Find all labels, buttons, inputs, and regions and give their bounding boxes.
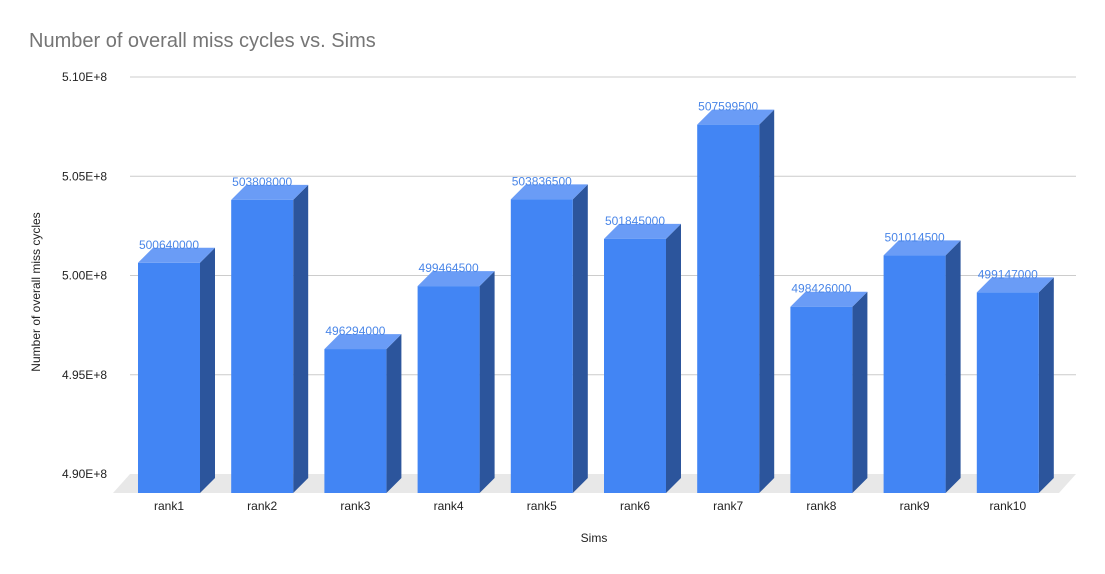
- bar-top: [510, 184, 588, 200]
- bar: [138, 247, 215, 493]
- y-tick-label: 4.90E+8: [62, 467, 107, 481]
- bar-front: [604, 238, 666, 493]
- bar-top: [417, 271, 495, 287]
- bar-side: [200, 247, 215, 493]
- x-tick-label: rank9: [900, 499, 930, 513]
- x-tick-label: rank2: [247, 499, 277, 513]
- data-label: 496294000: [325, 324, 385, 338]
- bar-side: [759, 109, 775, 493]
- data-label: 501014500: [885, 230, 945, 244]
- bar: [510, 184, 588, 494]
- x-axis-ticks: rank1 rank2 rank3 rank4 rank5 rank6 rank7 rank8…: [154, 499, 1026, 513]
- bar: [790, 291, 868, 493]
- data-label: 503836500: [512, 174, 572, 188]
- x-tick-label: rank7: [713, 499, 743, 513]
- bar: [324, 334, 402, 493]
- data-label: 498426000: [791, 282, 851, 296]
- bar-top: [324, 334, 402, 350]
- bar-top: [231, 184, 309, 200]
- bar-front: [883, 255, 946, 493]
- bar-side: [852, 291, 868, 493]
- y-axis-ticks: 4.90E+8 4.95E+8 5.00E+8 5.05E+8 5.10E+8: [62, 70, 107, 481]
- bar-top: [883, 240, 961, 256]
- data-label: 499147000: [978, 267, 1038, 281]
- bar: [604, 223, 681, 493]
- bar-top: [976, 277, 1054, 293]
- y-tick-label: 5.05E+8: [62, 169, 107, 183]
- bar: [883, 240, 961, 493]
- x-tick-label: rank5: [527, 499, 557, 513]
- bar-front: [231, 199, 294, 493]
- bar-top: [138, 247, 215, 263]
- bar-side: [386, 334, 402, 493]
- bar-side: [666, 223, 681, 493]
- bar-top: [604, 223, 681, 239]
- bar: [231, 184, 309, 493]
- y-tick-label: 5.00E+8: [62, 269, 107, 283]
- y-axis-title: Number of overall miss cycles: [29, 212, 43, 371]
- bar-front: [324, 349, 387, 493]
- x-tick-label: rank6: [620, 499, 650, 513]
- x-tick-label: rank4: [434, 499, 464, 513]
- bar-side: [293, 184, 309, 493]
- bar: [976, 277, 1054, 493]
- bar-side: [572, 184, 588, 494]
- bar-side: [1038, 277, 1054, 493]
- bar-front: [697, 124, 760, 493]
- data-label: 507599500: [698, 100, 758, 114]
- x-tick-label: rank10: [989, 499, 1026, 513]
- x-tick-label: rank8: [806, 499, 836, 513]
- x-axis-title: Sims: [581, 531, 608, 545]
- bar-top: [790, 291, 868, 307]
- y-tick-label: 5.10E+8: [62, 70, 107, 84]
- bar: [697, 109, 775, 493]
- y-tick-label: 4.95E+8: [62, 368, 107, 382]
- bar-front: [976, 292, 1039, 493]
- bar-side: [479, 271, 495, 493]
- bar-front: [790, 306, 853, 493]
- data-labels: 500640000 503808000 496294000 499464500 5038…: [139, 100, 1038, 338]
- bar-front: [417, 286, 480, 493]
- bar-side: [945, 240, 961, 493]
- chart-title: Number of overall miss cycles vs. Sims: [29, 30, 376, 52]
- bars: [138, 109, 1054, 494]
- bar-top: [697, 109, 775, 125]
- x-tick-label: rank3: [340, 499, 370, 513]
- data-label: 503808000: [232, 175, 292, 189]
- bar-front: [510, 199, 573, 494]
- data-label: 500640000: [139, 238, 199, 252]
- bar: [417, 271, 495, 493]
- data-label: 499464500: [419, 261, 479, 275]
- data-label: 501845000: [605, 214, 665, 228]
- x-tick-label: rank1: [154, 499, 184, 513]
- bar-front: [138, 262, 200, 493]
